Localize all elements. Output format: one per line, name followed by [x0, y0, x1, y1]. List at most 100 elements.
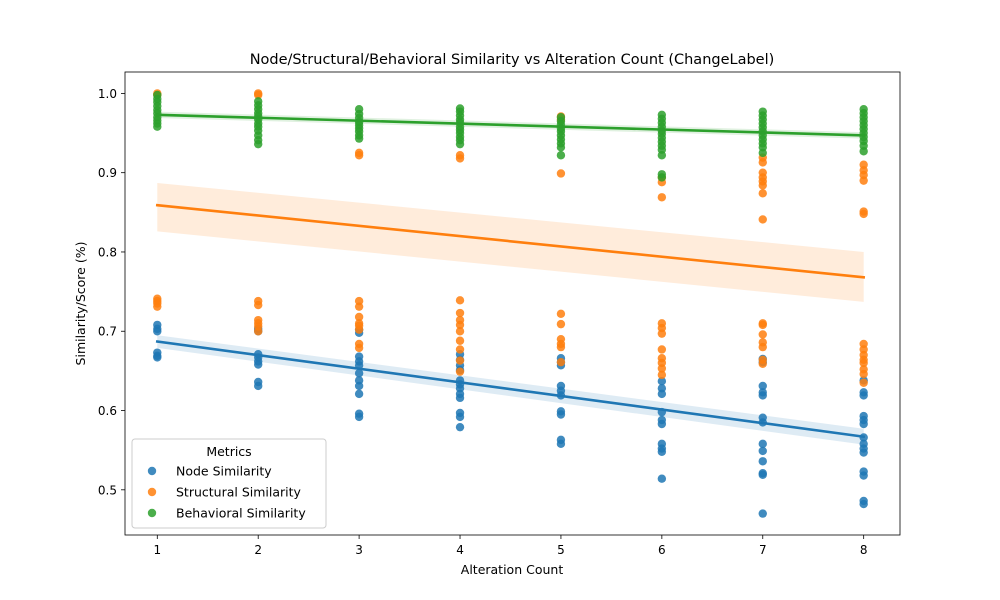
point-series-1	[758, 439, 767, 449]
point-series-3	[153, 122, 162, 131]
legend-marker-series-3	[147, 508, 157, 518]
point-series-2	[254, 300, 263, 310]
point-series-2	[657, 345, 667, 354]
y-tick-label: 0.5	[98, 483, 117, 497]
point-series-2	[556, 309, 566, 319]
point-series-1	[455, 422, 465, 432]
chart-title: Node/Structural/Behavioral Similarity vs…	[250, 52, 775, 68]
point-series-1	[455, 393, 465, 403]
point-series-2	[859, 176, 868, 185]
y-tick-label: 0.7	[98, 325, 117, 339]
point-series-2	[758, 181, 767, 190]
point-series-2	[455, 154, 465, 163]
point-series-2	[657, 370, 667, 380]
point-series-2	[556, 319, 566, 329]
point-series-2	[455, 336, 465, 345]
plot-area	[153, 89, 868, 518]
regression-line-series-3	[155, 113, 866, 137]
point-series-1	[758, 446, 767, 456]
point-series-1	[657, 389, 667, 399]
point-series-1	[657, 419, 667, 429]
y-axis-label: Similarity/Score (%)	[73, 242, 88, 366]
point-series-1	[859, 499, 868, 509]
y-tick-label: 0.8	[98, 245, 117, 259]
point-series-2	[657, 364, 667, 373]
point-series-2	[455, 308, 465, 318]
point-series-1	[354, 389, 364, 399]
point-series-1	[254, 360, 263, 369]
point-series-2	[153, 302, 162, 311]
point-series-1	[354, 412, 364, 422]
x-tick-label: 5	[557, 543, 565, 557]
x-tick-label: 6	[658, 543, 666, 557]
point-series-1	[354, 369, 364, 378]
x-tick-label: 1	[153, 543, 161, 557]
point-series-1	[859, 391, 868, 400]
point-series-1	[354, 381, 364, 391]
legend-marker-series-1	[147, 466, 157, 476]
point-series-1	[859, 419, 868, 429]
regression-line-series-1	[155, 340, 866, 439]
point-series-1	[758, 391, 767, 400]
point-series-2	[455, 345, 465, 354]
point-series-3	[657, 173, 667, 182]
point-series-2	[758, 320, 767, 330]
axes-frame	[124, 71, 901, 536]
point-series-2	[556, 169, 566, 178]
legend-label-series-3: Behavioral Similarity	[176, 506, 306, 521]
point-series-2	[859, 369, 868, 379]
point-series-2	[758, 189, 767, 198]
y-tick-label: 1.0	[98, 87, 117, 101]
point-series-2	[758, 215, 767, 224]
point-series-1	[254, 381, 263, 391]
point-series-1	[455, 412, 465, 422]
point-series-1	[657, 474, 667, 483]
point-series-2	[657, 329, 667, 338]
point-series-1	[556, 439, 566, 449]
point-series-2	[758, 330, 767, 339]
point-series-2	[556, 357, 566, 367]
point-series-3	[859, 147, 868, 156]
y-tick-label: 0.9	[98, 166, 117, 180]
point-series-3	[556, 151, 566, 160]
legend-box	[131, 438, 327, 529]
x-tick-label: 4	[456, 543, 464, 557]
point-series-1	[657, 376, 667, 386]
legend-label-series-2: Structural Similarity	[176, 485, 302, 500]
point-series-3	[354, 134, 364, 143]
point-series-2	[455, 327, 465, 336]
point-series-2	[657, 193, 667, 202]
legend-marker-series-2	[147, 487, 157, 497]
point-series-1	[758, 457, 767, 466]
point-series-1	[758, 381, 767, 391]
legend-title: Metrics	[206, 444, 251, 459]
point-series-1	[153, 353, 162, 362]
y-tick-label: 0.6	[98, 404, 117, 418]
point-series-2	[455, 296, 465, 305]
point-series-1	[153, 327, 162, 336]
point-series-1	[657, 447, 667, 456]
legend-label-series-1: Node Similarity	[176, 464, 272, 479]
point-series-1	[859, 471, 868, 480]
point-series-2	[859, 378, 868, 387]
x-tick-label: 2	[254, 543, 262, 557]
point-series-2	[354, 151, 364, 160]
point-series-2	[455, 367, 465, 376]
point-series-2	[758, 359, 767, 368]
legend: Metrics Node Similarity Structural Simila…	[131, 438, 327, 529]
point-series-1	[758, 470, 767, 479]
regression-line-series-2	[155, 203, 866, 279]
x-tick-label: 8	[860, 543, 868, 557]
point-series-3	[556, 143, 566, 152]
point-series-3	[254, 139, 263, 149]
point-series-2	[556, 342, 566, 352]
point-series-1	[556, 410, 566, 419]
point-series-2	[354, 302, 364, 311]
point-series-2	[455, 320, 465, 330]
x-tick-label: 3	[355, 543, 363, 557]
point-series-2	[859, 209, 868, 219]
point-series-1	[758, 509, 767, 518]
point-series-2	[758, 342, 767, 352]
x-axis-label: Alteration Count	[461, 562, 564, 577]
